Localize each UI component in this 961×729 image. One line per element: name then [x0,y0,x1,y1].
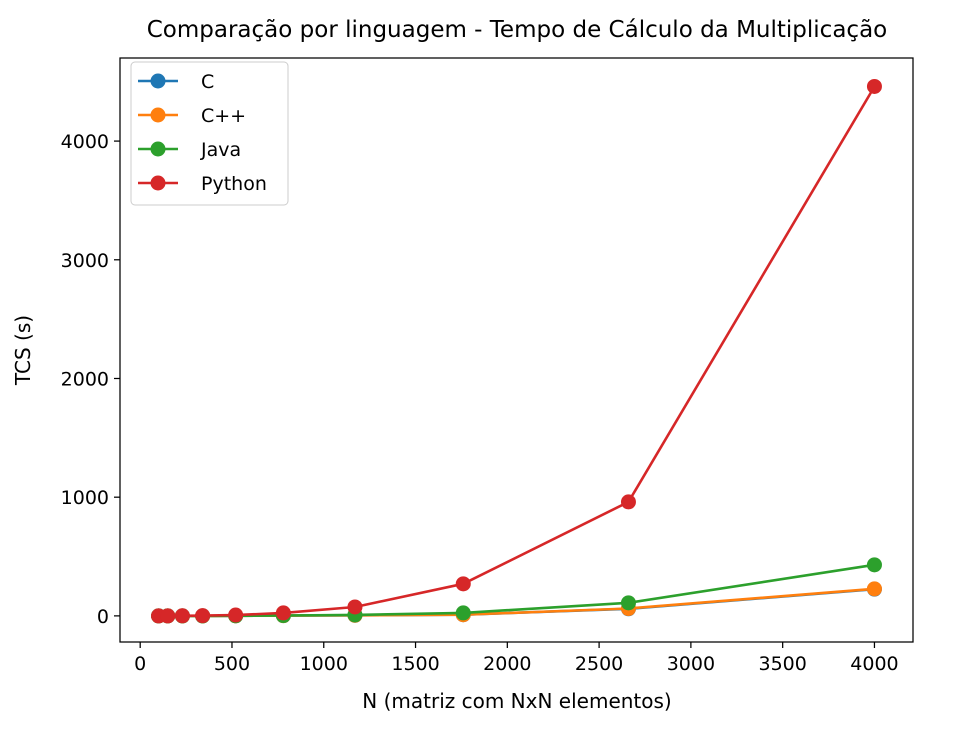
data-point-cplusplus [866,581,882,597]
data-point-python [275,605,291,621]
x-tick-label: 1000 [300,653,348,675]
data-point-python [228,607,244,623]
legend: C C++ Java Python [130,61,289,206]
x-tick-label: 3000 [667,653,715,675]
y-tick-label: 3000 [61,250,109,272]
x-tick-label: 2000 [483,653,531,675]
legend-marker-python [150,175,166,191]
x-axis: 0 500 1000 1500 2000 2500 3000 3500 4000 [134,642,899,675]
y-tick-label: 4000 [61,131,109,153]
y-tick-label: 1000 [61,487,109,509]
data-point-python [455,576,471,592]
y-tick-label: 2000 [61,368,109,390]
legend-label-c: C [201,71,214,93]
data-point-python [195,608,211,624]
series-line-cplusplus [158,587,875,618]
plot-frame [119,57,914,643]
data-point-python [160,608,176,624]
x-tick-label: 4000 [850,653,898,675]
x-tick-label: 3500 [758,653,806,675]
data-point-python [620,494,636,510]
data-point-java [620,595,636,611]
data-point-python [866,78,882,94]
x-tick-label: 0 [134,653,146,675]
y-axis-label: TCS (s) [11,315,35,386]
legend-label-java: Java [200,139,241,161]
legend-box [130,61,289,206]
x-tick-label: 2500 [575,653,623,675]
chart-title: Comparação por linguagem - Tempo de Cálc… [147,17,887,43]
x-axis-label: N (matriz com NxN elementos) [362,689,671,713]
plot-area [151,78,882,624]
y-axis: 0 1000 2000 3000 4000 [61,131,120,628]
legend-label-python: Python [201,173,267,195]
y-tick-label: 0 [97,606,109,628]
legend-label-cplusplus: C++ [201,105,246,127]
data-point-python [347,599,363,615]
data-point-java [866,557,882,573]
x-tick-label: 1500 [391,653,439,675]
legend-marker-c [150,73,166,89]
data-point-python [174,608,190,624]
legend-marker-cplusplus [150,107,166,123]
x-tick-label: 500 [214,653,250,675]
data-point-java [455,605,471,621]
series-line-java [158,563,875,618]
legend-marker-java [150,141,166,157]
